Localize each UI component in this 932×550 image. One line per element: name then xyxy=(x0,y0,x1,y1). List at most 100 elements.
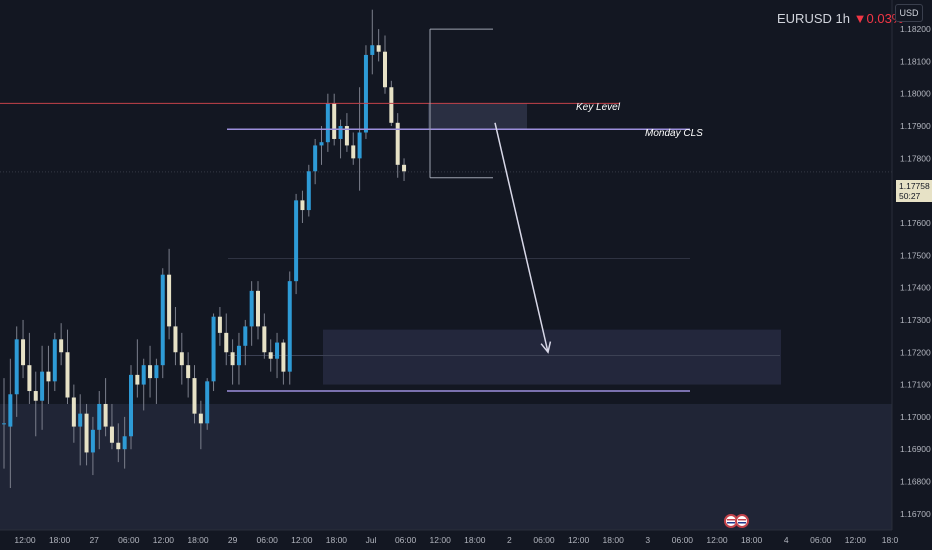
price-tick-label: 1.16700 xyxy=(900,509,931,519)
time-tick-label: 12:00 xyxy=(706,535,728,545)
price-tick-label: 1.17800 xyxy=(900,153,931,163)
candle[interactable] xyxy=(300,190,305,223)
target-zone xyxy=(323,329,781,385)
price-axis xyxy=(892,0,932,550)
candle[interactable] xyxy=(97,391,102,450)
candle[interactable] xyxy=(313,138,318,185)
price-tick-label: 1.17200 xyxy=(900,347,931,357)
candle[interactable] xyxy=(154,358,159,404)
candle[interactable] xyxy=(249,281,254,346)
candle[interactable] xyxy=(109,403,114,450)
candle[interactable] xyxy=(71,384,76,443)
candle[interactable] xyxy=(256,281,260,340)
candle[interactable] xyxy=(281,339,286,385)
time-tick-label: 18:00 xyxy=(464,535,486,545)
candle-body xyxy=(249,290,254,327)
candle[interactable] xyxy=(173,307,178,366)
candle[interactable] xyxy=(344,113,349,152)
candle[interactable] xyxy=(230,339,235,385)
candle[interactable] xyxy=(370,9,375,75)
candle[interactable] xyxy=(224,313,229,366)
candle[interactable] xyxy=(376,29,381,62)
candle[interactable] xyxy=(116,423,121,463)
candle[interactable] xyxy=(78,394,83,466)
candle[interactable] xyxy=(40,345,45,430)
time-tick-label: Jul xyxy=(366,535,377,545)
candle[interactable] xyxy=(90,416,95,476)
candle[interactable] xyxy=(103,378,108,437)
candle-body xyxy=(186,365,191,379)
candle[interactable] xyxy=(179,332,184,385)
candle[interactable] xyxy=(275,332,280,379)
candle[interactable] xyxy=(306,164,311,217)
candle[interactable] xyxy=(217,307,222,346)
candle[interactable] xyxy=(2,378,6,469)
time-tick-label: 06:00 xyxy=(395,535,417,545)
candle[interactable] xyxy=(160,268,165,379)
candle-body xyxy=(313,145,318,172)
candle[interactable] xyxy=(211,313,216,392)
candle[interactable] xyxy=(332,93,337,146)
candle-body xyxy=(370,45,375,55)
candle[interactable] xyxy=(52,332,57,392)
candle[interactable] xyxy=(192,365,197,424)
candle[interactable] xyxy=(46,345,51,404)
candle-body xyxy=(287,281,292,372)
candle[interactable] xyxy=(135,339,140,398)
event-flag-icon[interactable] xyxy=(724,514,749,528)
candle-body xyxy=(338,126,343,139)
candle-body xyxy=(154,365,159,379)
time-tick-label: 27 xyxy=(89,535,99,545)
projection-arrowhead xyxy=(540,341,552,354)
candle[interactable] xyxy=(294,193,299,295)
candle-body xyxy=(27,365,32,392)
symbol-header[interactable]: EURUSD 1h ▼0.03% xyxy=(777,11,903,26)
candle[interactable] xyxy=(14,326,19,417)
candles-layer[interactable] xyxy=(2,9,407,488)
candle-body xyxy=(376,45,381,52)
candle[interactable] xyxy=(65,329,70,404)
candle[interactable] xyxy=(268,339,273,372)
reaction-zone xyxy=(428,103,527,130)
candle[interactable] xyxy=(21,319,26,379)
candle[interactable] xyxy=(33,371,38,437)
candle-body xyxy=(306,171,311,211)
candle[interactable] xyxy=(167,248,172,340)
candle[interactable] xyxy=(395,113,400,178)
candle-body xyxy=(294,200,299,282)
candle[interactable] xyxy=(363,45,368,139)
candle[interactable] xyxy=(402,158,407,181)
price-tick-label: 1.16900 xyxy=(900,444,931,454)
candle[interactable] xyxy=(205,378,210,430)
price-tick-label: 1.16800 xyxy=(900,477,931,487)
candle[interactable] xyxy=(186,352,191,398)
candle[interactable] xyxy=(338,119,343,159)
candle[interactable] xyxy=(148,345,153,398)
currency-button[interactable]: USD xyxy=(895,4,923,22)
bar-countdown: 50:27 xyxy=(899,191,921,201)
candle[interactable] xyxy=(351,132,356,165)
candle[interactable] xyxy=(198,400,203,450)
candle[interactable] xyxy=(357,87,362,191)
time-tick-label: 12:00 xyxy=(14,535,36,545)
candle[interactable] xyxy=(27,332,32,404)
candle[interactable] xyxy=(141,358,146,411)
candle[interactable] xyxy=(383,35,387,94)
candle[interactable] xyxy=(129,365,133,450)
candle[interactable] xyxy=(319,126,324,165)
candle-body xyxy=(351,145,356,159)
candle[interactable] xyxy=(243,319,248,366)
candle-body xyxy=(363,54,368,133)
candle-body xyxy=(40,371,45,401)
candle[interactable] xyxy=(8,358,13,488)
candle[interactable] xyxy=(122,416,127,469)
candle-body xyxy=(389,87,394,123)
candle-body xyxy=(402,164,407,172)
candle[interactable] xyxy=(59,323,64,366)
candle[interactable] xyxy=(262,313,267,359)
candle[interactable] xyxy=(236,332,241,385)
candle[interactable] xyxy=(84,403,89,466)
candle-body xyxy=(344,126,349,146)
candle[interactable] xyxy=(287,271,292,385)
